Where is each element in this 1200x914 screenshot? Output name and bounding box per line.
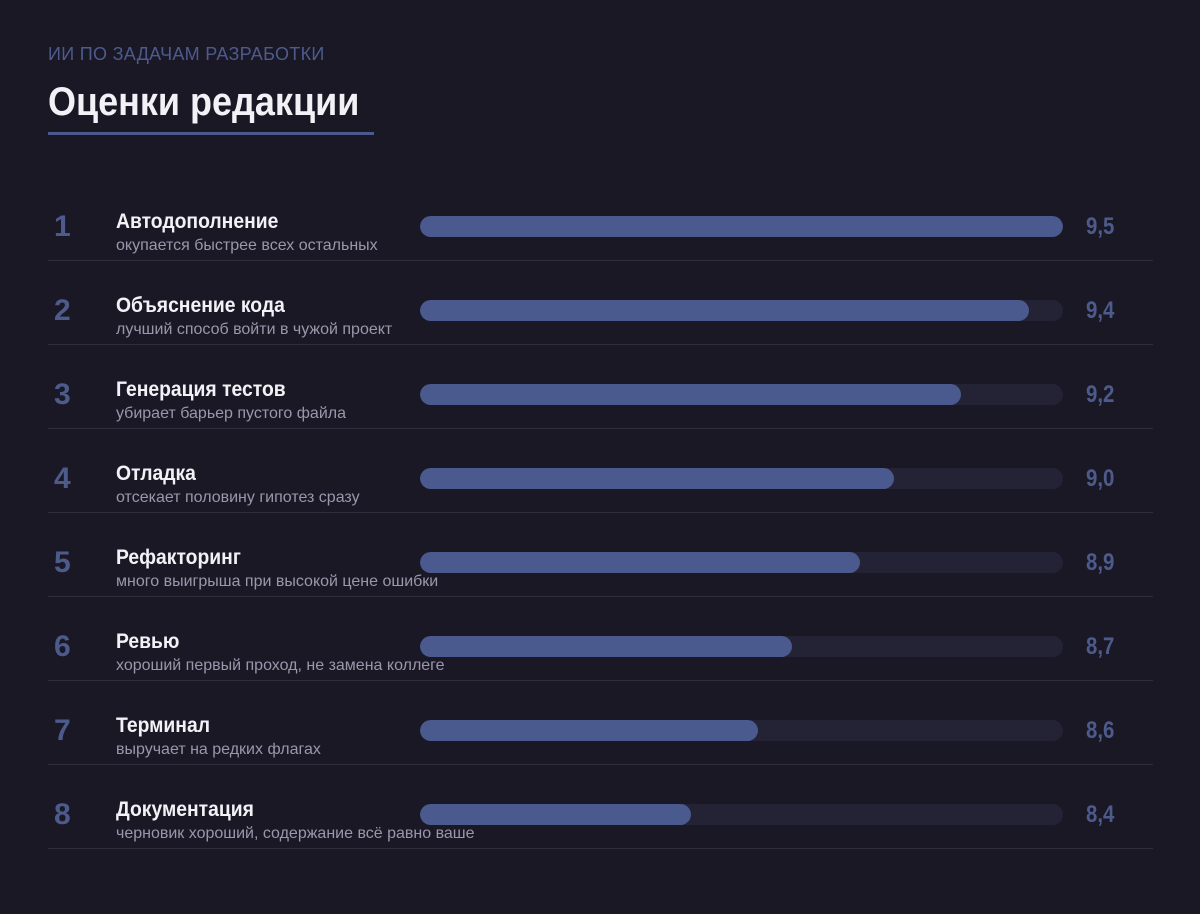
value-label: 8,9 bbox=[1086, 549, 1115, 576]
rating-row: 6 Ревью хороший первый проход, не замена к… bbox=[48, 597, 1153, 681]
category-note: отсекает половину гипотез сразу bbox=[116, 489, 360, 506]
bar-track bbox=[420, 216, 1063, 237]
category-label: Отладка bbox=[116, 462, 196, 485]
bar-track bbox=[420, 468, 1063, 489]
rank-number: 3 bbox=[54, 378, 71, 411]
bar-track bbox=[420, 384, 1063, 405]
category-label: Терминал bbox=[116, 714, 210, 737]
eyebrow: ИИ ПО ЗАДАЧАМ РАЗРАБОТКИ bbox=[48, 44, 325, 64]
bar bbox=[420, 804, 691, 825]
bar bbox=[420, 300, 1030, 321]
value-label: 9,0 bbox=[1086, 465, 1115, 492]
value-label: 9,4 bbox=[1086, 297, 1115, 324]
rating-row: 3 Генерация тестов убирает барьер пустого … bbox=[48, 345, 1153, 429]
rating-row: 4 Отладка отсекает половину гипотез сразу 9… bbox=[48, 429, 1153, 513]
rank-number: 4 bbox=[54, 462, 71, 495]
value-label: 8,7 bbox=[1086, 633, 1115, 660]
rank-number: 2 bbox=[54, 294, 71, 327]
bar-track bbox=[420, 552, 1063, 573]
rating-row: 1 Автодополнение окупается быстрее всех ос… bbox=[48, 177, 1153, 261]
bar bbox=[420, 720, 759, 741]
value-label: 8,4 bbox=[1086, 801, 1115, 828]
rank-number: 6 bbox=[54, 630, 71, 663]
bar bbox=[420, 216, 1063, 237]
bar bbox=[420, 384, 962, 405]
rank-number: 8 bbox=[54, 798, 71, 831]
rank-number: 1 bbox=[54, 210, 71, 243]
category-note: много выигрыша при высокой цене ошибки bbox=[116, 573, 439, 590]
category-note: убирает барьер пустого файла bbox=[116, 405, 346, 422]
category-label: Ревью bbox=[116, 630, 180, 653]
category-label: Генерация тестов bbox=[116, 378, 286, 401]
bar-track bbox=[420, 636, 1063, 657]
bar bbox=[420, 636, 793, 657]
rating-row: 7 Терминал выручает на редких флагах 8,6 bbox=[48, 681, 1153, 765]
category-label: Документация bbox=[116, 798, 254, 821]
category-note: выручает на редких флагах bbox=[116, 741, 321, 758]
rank-number: 7 bbox=[54, 714, 71, 747]
bar-track bbox=[420, 804, 1063, 825]
category-note: лучший способ войти в чужой проект bbox=[116, 321, 393, 338]
category-note: окупается быстрее всех остальных bbox=[116, 237, 378, 254]
category-note: хороший первый проход, не замена коллеге bbox=[116, 657, 445, 674]
bar bbox=[420, 552, 860, 573]
category-note: черновик хороший, содержание всё равно в… bbox=[116, 825, 475, 842]
rating-row: 2 Объяснение кода лучший способ войти в чу… bbox=[48, 261, 1153, 345]
category-label: Рефакторинг bbox=[116, 546, 241, 569]
rating-row: 8 Документация черновик хороший, содержани… bbox=[48, 765, 1153, 849]
rating-row: 5 Рефакторинг много выигрыша при высокой ц… bbox=[48, 513, 1153, 597]
title-underline bbox=[48, 132, 374, 135]
value-label: 9,5 bbox=[1086, 213, 1115, 240]
bar bbox=[420, 468, 894, 489]
category-label: Объяснение кода bbox=[116, 294, 285, 317]
ratings-chart: 1 Автодополнение окупается быстрее всех ос… bbox=[48, 177, 1153, 849]
page-title: Оценки редакции bbox=[48, 80, 360, 124]
value-label: 8,6 bbox=[1086, 717, 1115, 744]
category-label: Автодополнение bbox=[116, 210, 279, 233]
rank-number: 5 bbox=[54, 546, 71, 579]
value-label: 9,2 bbox=[1086, 381, 1115, 408]
bar-track bbox=[420, 300, 1063, 321]
bar-track bbox=[420, 720, 1063, 741]
